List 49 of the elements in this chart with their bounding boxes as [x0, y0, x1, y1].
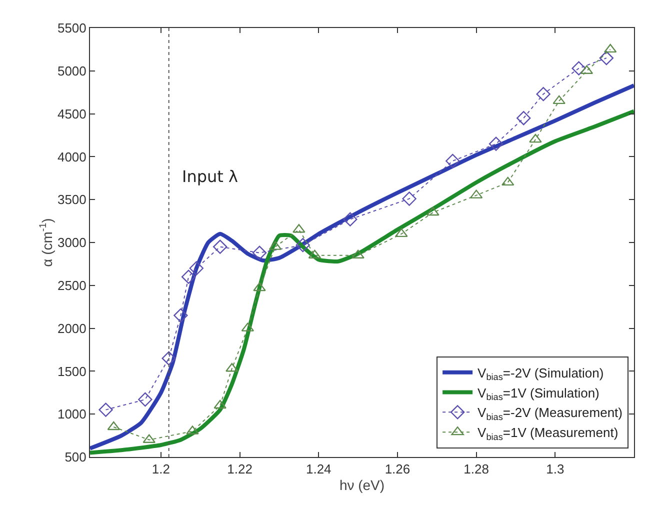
point — [529, 134, 542, 143]
point — [426, 206, 440, 216]
point — [107, 421, 120, 430]
point — [604, 44, 617, 53]
point — [572, 61, 586, 76]
point — [189, 261, 204, 276]
x-tick-label: 1.2 — [152, 462, 170, 477]
point — [516, 110, 531, 126]
y-tick-label: 2500 — [57, 278, 86, 293]
point — [252, 246, 267, 260]
y-tick-label: 5000 — [57, 63, 86, 78]
y-tick-label: 4500 — [57, 106, 86, 122]
point — [501, 176, 514, 186]
point — [446, 154, 460, 168]
x-tick-label: 1.22 — [227, 462, 252, 477]
point — [536, 86, 550, 102]
x-axis-title: hν (eV) — [339, 476, 385, 493]
y-tick-label: 5500 — [57, 20, 86, 36]
x-tick-label: 1.26 — [384, 462, 410, 477]
x-tick-label: 1.24 — [306, 462, 332, 477]
point — [488, 136, 504, 151]
y-tick-label: 500 — [64, 450, 86, 465]
x-tick-label: 1.3 — [546, 462, 564, 477]
y-tick-label: 1000 — [57, 406, 86, 422]
point — [162, 351, 176, 366]
point — [138, 392, 152, 407]
x-tick-label: 1.28 — [464, 462, 489, 477]
legend-label: V$_{bias}$=1V (Simulation) — [478, 385, 600, 402]
legend-label: V$_{bias}$=-2V (Measurement) — [478, 405, 622, 422]
y-tick-label: 3000 — [57, 235, 86, 250]
point — [214, 400, 226, 409]
y-tick-label: 3500 — [57, 192, 86, 208]
point — [599, 50, 614, 66]
y-tick-label: 4000 — [57, 149, 86, 164]
point — [174, 308, 188, 323]
point — [552, 95, 566, 104]
point — [253, 282, 266, 292]
y-tick-label: 1500 — [57, 364, 86, 379]
point — [395, 228, 408, 238]
point — [212, 240, 228, 254]
point — [402, 192, 416, 206]
point — [181, 270, 196, 284]
point — [296, 238, 310, 252]
y-tick-label: 2000 — [57, 320, 86, 336]
point — [343, 212, 358, 226]
legend-label: V$_{bias}$=-2V (Simulation) — [478, 365, 604, 382]
legend-label: V$_{bias}$=1V (Measurement) — [478, 425, 618, 442]
annotation: Input λ — [182, 167, 238, 186]
point — [98, 402, 113, 417]
